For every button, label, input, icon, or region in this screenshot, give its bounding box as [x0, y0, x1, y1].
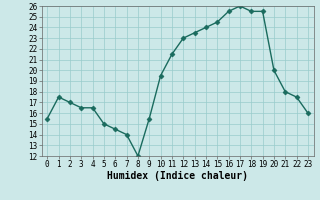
X-axis label: Humidex (Indice chaleur): Humidex (Indice chaleur): [107, 171, 248, 181]
